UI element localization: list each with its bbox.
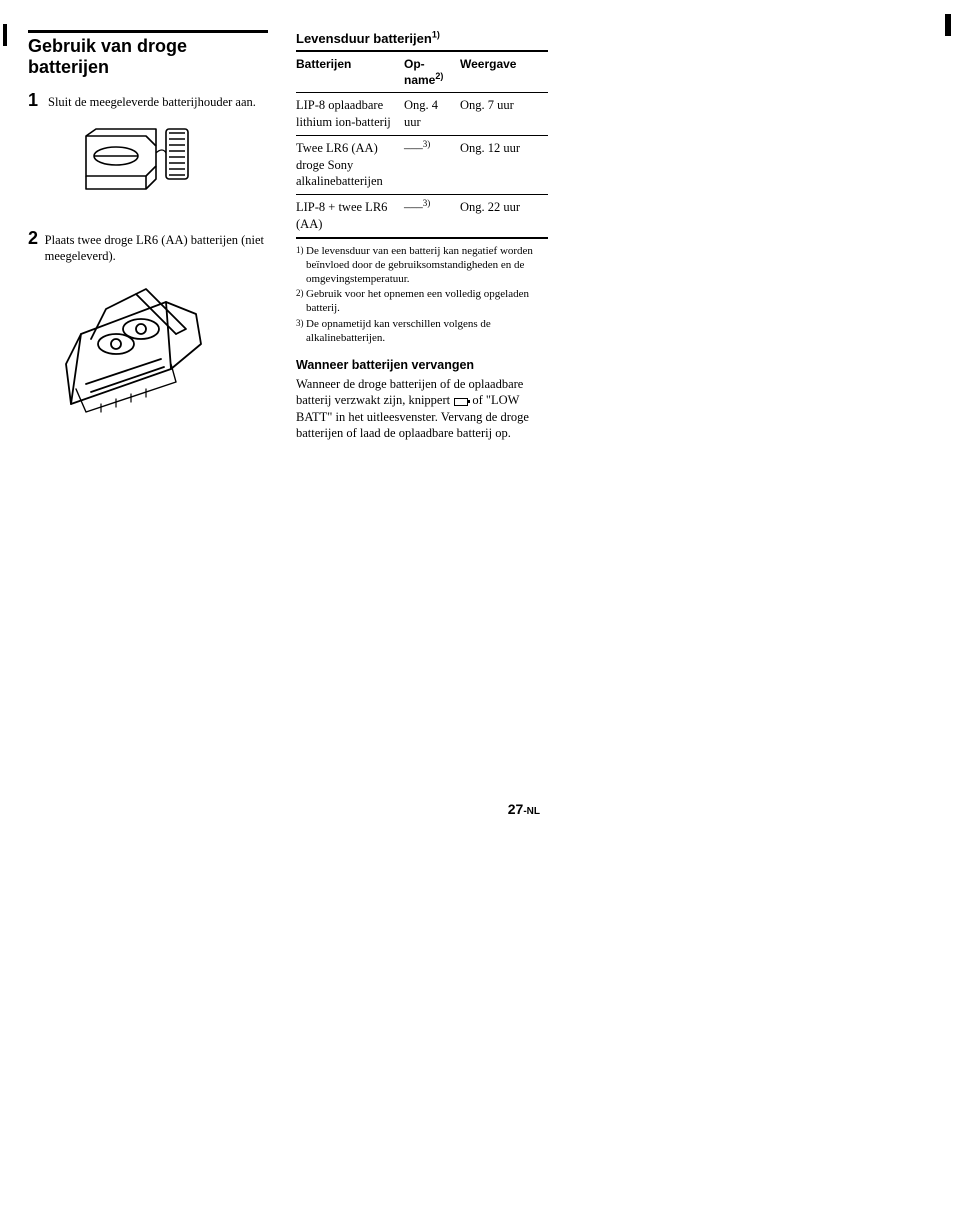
cell-dash: ––– xyxy=(404,141,423,155)
step-text: Sluit de meegeleverde batterijhouder aan… xyxy=(48,91,256,110)
left-column: Gebruik van droge batterijen 1 Sluit de … xyxy=(28,30,268,442)
cell: Ong. 7 uur xyxy=(460,92,548,135)
replace-body: Wanneer de droge batterijen of de oplaad… xyxy=(296,376,548,441)
cell: Ong. 22 uur xyxy=(460,195,548,238)
footnote-text: Gebruik voor het opnemen een volledig op… xyxy=(306,288,548,316)
step-2: 2 Plaats twee droge LR6 (AA) batterijen … xyxy=(28,229,268,265)
footnote-mark: 1) xyxy=(296,245,306,286)
replace-heading: Wanneer batterijen vervangen xyxy=(296,357,548,374)
scan-mark-left xyxy=(3,24,7,46)
cell: Ong. 12 uur xyxy=(460,135,548,195)
footnote-text: De opnametijd kan verschillen volgens de… xyxy=(306,318,548,346)
table-row: LIP-8 + twee LR6 (AA) –––3) Ong. 22 uur xyxy=(296,195,548,238)
step-1: 1 Sluit de meegeleverde batterijhouder a… xyxy=(28,91,268,110)
cell: LIP-8 oplaadbare lithium ion-batterij xyxy=(296,92,404,135)
table-heading: Levensduur batterijen1) xyxy=(296,30,548,48)
step-number: 1 xyxy=(28,91,42,109)
illustration-battery-holder xyxy=(56,121,206,211)
page-number-value: 27 xyxy=(508,801,524,817)
th-record-sup: 2) xyxy=(435,71,443,81)
page-number: 27-NL xyxy=(508,800,540,819)
cell-dash: ––– xyxy=(404,200,423,214)
step-number: 2 xyxy=(28,229,39,247)
table-row: Twee LR6 (AA) droge Sony alkalinebatteri… xyxy=(296,135,548,195)
table-row: LIP-8 oplaadbare lithium ion-batterij On… xyxy=(296,92,548,135)
step-text: Plaats twee droge LR6 (AA) batterijen (n… xyxy=(45,229,268,265)
cell-sup: 3) xyxy=(423,198,431,208)
scan-mark-right xyxy=(945,14,951,36)
cell: Twee LR6 (AA) droge Sony alkalinebatteri… xyxy=(296,135,404,195)
battery-life-table: Batterijen Op-name2) Weergave LIP-8 opla… xyxy=(296,50,548,240)
footnotes: 1) De levensduur van een batterij kan ne… xyxy=(296,245,548,345)
th-record: Op-name2) xyxy=(404,51,460,93)
cell: LIP-8 + twee LR6 (AA) xyxy=(296,195,404,238)
cell: –––3) xyxy=(404,195,460,238)
footnote-mark: 2) xyxy=(296,288,306,316)
cell: Ong. 4 uur xyxy=(404,92,460,135)
title-rule xyxy=(28,30,268,33)
cell-sup: 3) xyxy=(423,139,431,149)
th-record-text: Op-name xyxy=(404,57,435,87)
footnote: 2) Gebruik voor het opnemen een volledig… xyxy=(296,288,548,316)
page-content: Gebruik van droge batterijen 1 Sluit de … xyxy=(0,0,954,442)
cell: –––3) xyxy=(404,135,460,195)
footnote-text: De levensduur van een batterij kan negat… xyxy=(306,245,548,286)
th-batteries: Batterijen xyxy=(296,51,404,93)
table-heading-text: Levensduur batterijen xyxy=(296,31,432,46)
th-play: Weergave xyxy=(460,51,548,93)
footnote: 1) De levensduur van een batterij kan ne… xyxy=(296,245,548,286)
table-heading-sup: 1) xyxy=(432,30,440,40)
battery-icon xyxy=(454,398,468,406)
footnote-mark: 3) xyxy=(296,318,306,346)
main-heading: Gebruik van droge batterijen xyxy=(28,36,268,77)
right-column: Levensduur batterijen1) Batterijen Op-na… xyxy=(296,30,548,442)
page-number-suffix: -NL xyxy=(523,806,540,817)
illustration-insert-batteries xyxy=(46,274,216,424)
footnote: 3) De opnametijd kan verschillen volgens… xyxy=(296,318,548,346)
